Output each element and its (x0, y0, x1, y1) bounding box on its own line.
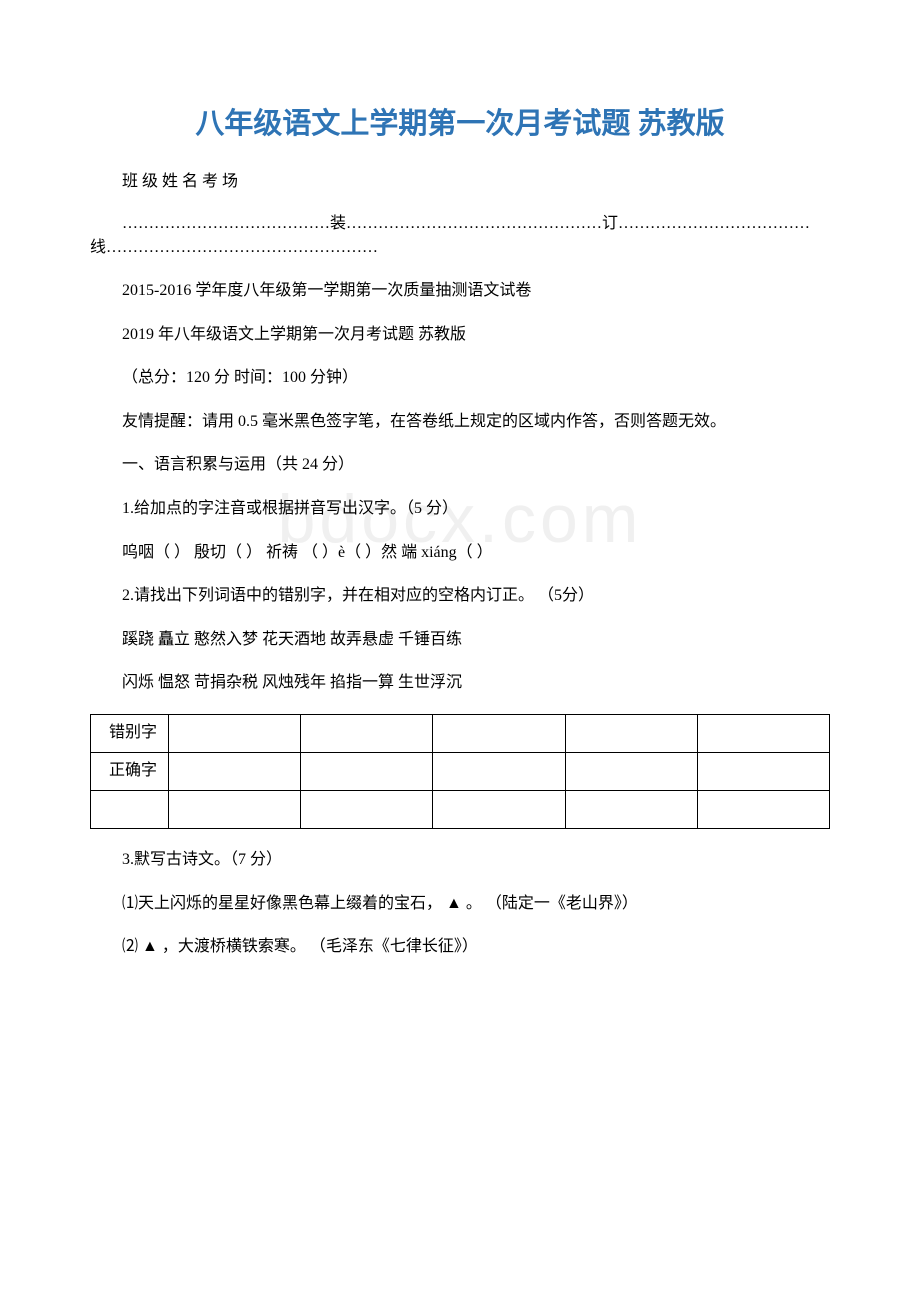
table-cell (697, 752, 829, 790)
binding-divider: …………………………………装…………………………………………订………………………… (90, 212, 830, 260)
table-row: 正确字 (91, 752, 830, 790)
correct-char-label: 正确字 (91, 752, 169, 790)
table-cell (433, 752, 565, 790)
table-cell (565, 790, 697, 828)
section-1-heading: 一、语言积累与运用（共 24 分） (90, 452, 830, 478)
table-cell (565, 714, 697, 752)
table-cell (169, 714, 301, 752)
table-cell (301, 714, 433, 752)
table-cell (301, 790, 433, 828)
table-cell (169, 752, 301, 790)
table-cell (697, 790, 829, 828)
question-1-content: 呜咽（ ） 殷切（ ） 祈祷 （ ）è（ ）然 端 xiáng（ ） (90, 540, 830, 566)
correction-table: 错别字 正确字 (90, 714, 830, 829)
table-row (91, 790, 830, 828)
table-cell (565, 752, 697, 790)
table-cell (301, 752, 433, 790)
table-cell (697, 714, 829, 752)
score-time: （总分：120 分 时间：100 分钟） (90, 365, 830, 391)
question-1: 1.给加点的字注音或根据拼音写出汉字。（5 分） (90, 496, 830, 522)
reminder-text: 友情提醒：请用 0.5 毫米黑色签字笔，在答卷纸上规定的区域内作答，否则答题无效… (90, 409, 830, 435)
document-title: 八年级语文上学期第一次月考试题 苏教版 (90, 100, 830, 142)
subtitle-edition: 2019 年八年级语文上学期第一次月考试题 苏教版 (90, 322, 830, 348)
wrong-char-label: 错别字 (91, 714, 169, 752)
question-3-item-2: ⑵ ▲ ，大渡桥横铁索寒。 （毛泽东《七律长征》） (90, 934, 830, 960)
question-2-words-2: 闪烁 愠怒 苛捐杂税 风烛残年 掐指一算 生世浮沉 (90, 670, 830, 696)
table-cell (433, 790, 565, 828)
question-2-words-1: 蹊跷 矗立 憨然入梦 花天酒地 故弄悬虚 千锤百练 (90, 627, 830, 653)
table-row: 错别字 (91, 714, 830, 752)
table-cell (91, 790, 169, 828)
meta-class-name-exam: 班 级 姓 名 考 场 (90, 170, 830, 194)
table-cell (169, 790, 301, 828)
question-3: 3.默写古诗文。（7 分） (90, 847, 830, 873)
subtitle-year: 2015-2016 学年度八年级第一学期第一次质量抽测语文试卷 (90, 278, 830, 304)
question-2: 2.请找出下列词语中的错别字，并在相对应的空格内订正。 （5分） (90, 583, 830, 609)
table-cell (433, 714, 565, 752)
question-3-item-1: ⑴天上闪烁的星星好像黑色幕上缀着的宝石， ▲ 。 （陆定一《老山界》） (90, 891, 830, 917)
document-content: 八年级语文上学期第一次月考试题 苏教版 班 级 姓 名 考 场 ……………………… (90, 100, 830, 960)
